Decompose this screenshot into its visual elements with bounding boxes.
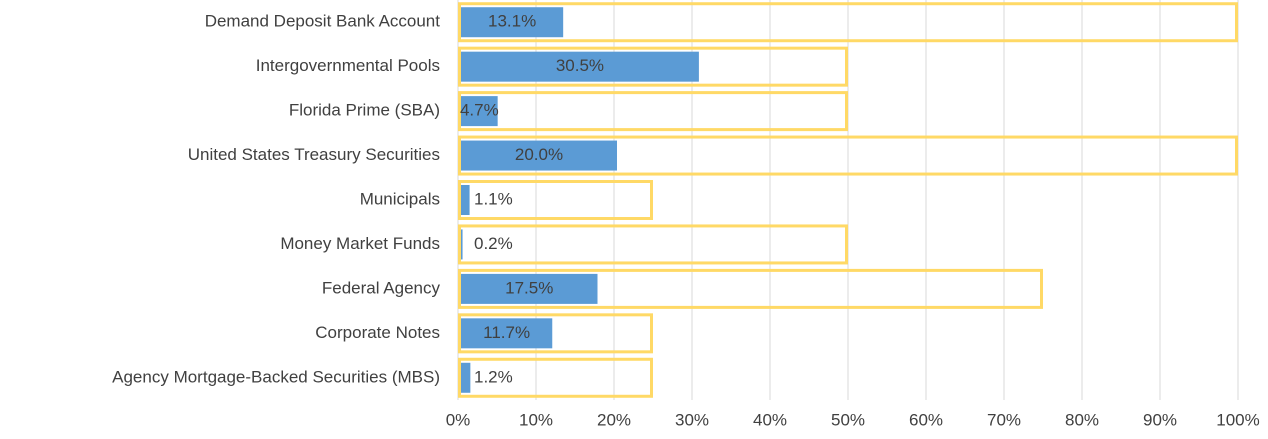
limit-bar (458, 180, 653, 220)
data-label: 4.7% (460, 101, 499, 120)
x-tick-label: 30% (675, 410, 709, 429)
category-label: Florida Prime (SBA) (289, 101, 440, 120)
bar (461, 185, 470, 215)
limit-bar (458, 135, 1238, 176)
data-label: 1.1% (474, 189, 513, 208)
limit-bar (458, 2, 1238, 43)
category-label: Agency Mortgage-Backed Securities (MBS) (112, 367, 440, 386)
category-label: Corporate Notes (315, 323, 440, 342)
category-label: United States Treasury Securities (188, 145, 440, 164)
data-label: 13.1% (488, 12, 536, 31)
data-label: 17.5% (505, 278, 553, 297)
category-label: Federal Agency (322, 278, 441, 297)
x-tick-label: 50% (831, 410, 865, 429)
limit-bar (458, 313, 653, 354)
bar (461, 51, 699, 82)
bar (461, 229, 463, 260)
x-tick-label: 90% (1143, 410, 1177, 429)
data-label: 0.2% (474, 234, 513, 253)
category-label: Money Market Funds (280, 234, 440, 253)
x-tick-label: 70% (987, 410, 1021, 429)
category-label: Demand Deposit Bank Account (205, 12, 441, 31)
x-tick-label: 80% (1065, 410, 1099, 429)
limit-bar (458, 224, 848, 265)
x-tick-label: 0% (446, 410, 471, 429)
category-label: Municipals (360, 189, 440, 208)
bar (461, 318, 553, 349)
data-label: 30.5% (556, 56, 604, 75)
category-label: Intergovernmental Pools (256, 56, 440, 75)
bar (461, 362, 471, 393)
limit-bar (458, 91, 848, 132)
bar (461, 7, 564, 38)
x-tick-label: 20% (597, 410, 631, 429)
limit-bar (458, 46, 848, 87)
x-tick-label: 10% (519, 410, 553, 429)
limit-bar (458, 268, 1043, 309)
data-label: 11.7% (483, 323, 530, 342)
x-tick-label: 40% (753, 410, 787, 429)
x-tick-label: 60% (909, 410, 943, 429)
limit-bar (458, 357, 653, 398)
bar (461, 273, 598, 304)
x-tick-label: 100% (1216, 410, 1259, 429)
data-label: 20.0% (515, 145, 563, 164)
bar (461, 96, 498, 127)
data-label: 1.2% (474, 367, 513, 386)
bar (461, 140, 617, 171)
